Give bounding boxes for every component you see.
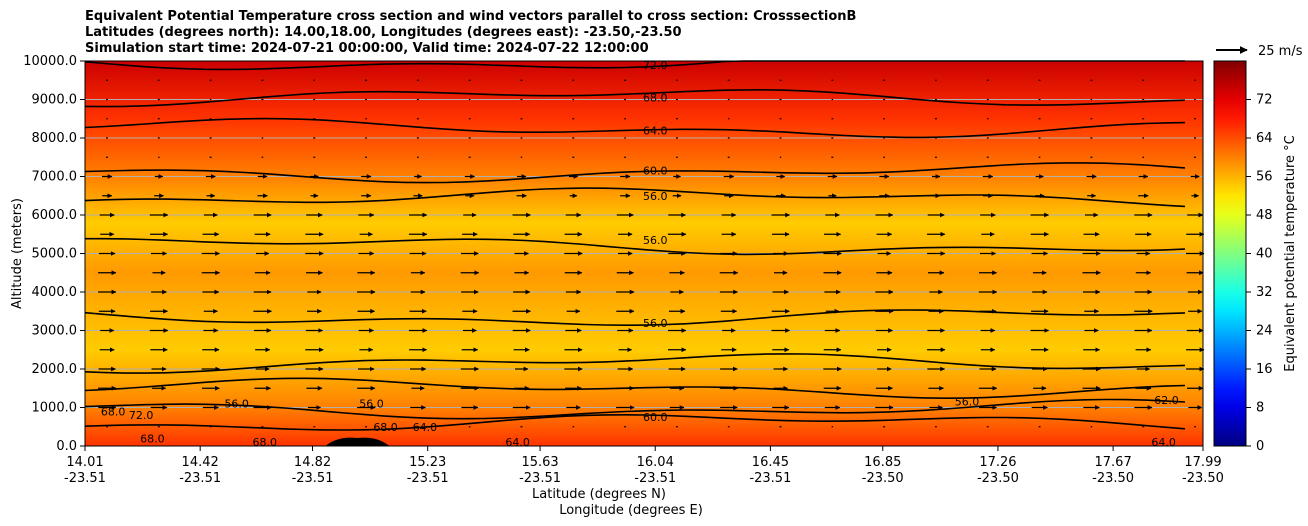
y-tick-label: 1000.0 xyxy=(32,401,78,416)
colorbar-tick-label: 32 xyxy=(1256,285,1273,300)
colorbar-label: Equivalent potential temperature °C xyxy=(1283,135,1298,371)
x-tick-label-lat: 14.82 xyxy=(294,455,331,470)
reference-vector: 25 m/s xyxy=(1216,44,1303,59)
y-tick-label: 8000.0 xyxy=(32,131,78,146)
colorbar-tick-label: 72 xyxy=(1256,93,1273,108)
contour-label: 62.0 xyxy=(1154,394,1179,407)
colorbar-tick-label: 0 xyxy=(1256,439,1264,454)
x-axis-label: Latitude (degrees N) xyxy=(532,487,666,502)
colorbar-tick-label: 64 xyxy=(1256,131,1273,146)
x-tick-label-lon: -23.51 xyxy=(634,471,676,486)
y-tick-label: 6000.0 xyxy=(32,208,78,223)
contour-label: 56.0 xyxy=(643,234,668,247)
x-tick-label-lon: -23.51 xyxy=(519,471,561,486)
contour-label: 68.0 xyxy=(253,436,278,449)
contour-label: 64.0 xyxy=(413,421,438,434)
contour-label: 72.0 xyxy=(129,409,154,422)
contour-label: 64.0 xyxy=(505,436,530,449)
colorbar-tick-label: 24 xyxy=(1256,324,1273,339)
contour-line xyxy=(84,117,1186,139)
contour-label: 68.0 xyxy=(101,405,126,418)
y-tick-label: 3000.0 xyxy=(32,324,78,339)
contour-label: 56.0 xyxy=(359,398,384,411)
y-tick-label: 4000.0 xyxy=(32,285,78,300)
colorbar-tick-label: 16 xyxy=(1256,362,1273,377)
contour-line xyxy=(84,162,1186,184)
x-tick-label-lat: 16.85 xyxy=(864,455,901,470)
colorbar-tick-label: 8 xyxy=(1256,401,1264,416)
contour-label: 68.0 xyxy=(140,432,165,445)
reference-vector-label: 25 m/s xyxy=(1258,44,1303,59)
x-tick-label-lon: -23.50 xyxy=(1092,471,1134,486)
contour-label: 56.0 xyxy=(224,398,249,411)
x-tick-label-lat: 16.45 xyxy=(752,455,789,470)
chart-title-line-1: Equivalent Potential Temperature cross s… xyxy=(85,9,857,24)
x-tick-label-lon: -23.51 xyxy=(407,471,449,486)
y-tick-label: 0.0 xyxy=(56,439,77,454)
y-tick-label: 10000.0 xyxy=(23,54,77,69)
y-tick-label: 2000.0 xyxy=(32,362,78,377)
contour-label: 60.0 xyxy=(643,165,668,178)
colorbar-ticks: 0 8 16 24 32 40 48 56 64 72 xyxy=(1246,93,1273,454)
x-tick-label-lon: -23.50 xyxy=(862,471,904,486)
wind-vectors xyxy=(98,79,1205,428)
y-axis: 0.0 1000.0 2000.0 3000.0 4000.0 5000.0 6000.0 7… xyxy=(23,54,85,454)
x-tick-label-lat: 17.99 xyxy=(1184,455,1221,470)
contour-line xyxy=(84,353,1186,374)
terrain-bump xyxy=(325,437,390,446)
y-tick-label: 5000.0 xyxy=(32,247,78,262)
contour-label: 68.0 xyxy=(373,421,398,434)
colorbar-gradient xyxy=(1213,60,1247,447)
x-tick-label-lat: 14.01 xyxy=(66,455,103,470)
contour-label: 56.0 xyxy=(643,317,668,330)
colorbar-tick-label: 48 xyxy=(1256,208,1273,223)
y-tick-label: 7000.0 xyxy=(32,170,78,185)
x-tick-label-lat: 17.26 xyxy=(979,455,1016,470)
colorbar: 0 8 16 24 32 40 48 56 64 72 Equivalent potential … xyxy=(1213,60,1298,454)
x-tick-label-lon: -23.51 xyxy=(179,471,221,486)
contour-label: 64.0 xyxy=(1151,436,1176,449)
x-axis-label-2: Longitude (degrees E) xyxy=(559,503,703,518)
y-tick-label: 9000.0 xyxy=(32,93,78,108)
contour-line xyxy=(84,413,1186,431)
plot-area: 72.068.064.060.056.056.056.060.068.0 72.0… xyxy=(84,59,1205,449)
contour-labels: 72.068.064.060.056.056.056.060.068.0 72.0… xyxy=(101,59,1179,449)
chart-title-line-2: Latitudes (degrees north): 14.00,18.00, … xyxy=(85,25,682,40)
contour-label: 56.0 xyxy=(955,396,980,409)
x-tick-label-lat: 14.42 xyxy=(182,455,219,470)
colorbar-tick-label: 56 xyxy=(1256,170,1273,185)
contour-label: 68.0 xyxy=(643,92,668,105)
x-tick-label-lat: 16.04 xyxy=(637,455,674,470)
x-tick-label-lon: -23.50 xyxy=(1182,471,1224,486)
x-tick-label-lon: -23.51 xyxy=(292,471,334,486)
x-tick-label-lon: -23.51 xyxy=(64,471,106,486)
contour-line xyxy=(84,88,1186,108)
x-tick-label-lat: 15.23 xyxy=(409,455,446,470)
contour-label: 64.0 xyxy=(643,124,668,137)
x-axis: 14.01-23.5114.42-23.5114.82-23.5115.23-2… xyxy=(64,446,1224,486)
contour-label: 72.0 xyxy=(643,59,668,72)
x-tick-label-lon: -23.51 xyxy=(749,471,791,486)
contour-line xyxy=(84,187,1186,208)
x-tick-label-lon: -23.50 xyxy=(977,471,1019,486)
contour-line xyxy=(84,377,1186,400)
x-tick-label-lat: 15.63 xyxy=(521,455,558,470)
contour-label: 60.0 xyxy=(643,411,668,424)
chart-title-line-3: Simulation start time: 2024-07-21 00:00:… xyxy=(85,41,649,56)
contour-label: 56.0 xyxy=(643,190,668,203)
colorbar-tick-label: 40 xyxy=(1256,247,1273,262)
contour-line xyxy=(84,309,1186,327)
contour-line xyxy=(85,237,1186,256)
y-axis-label: Altitude (meters) xyxy=(10,198,25,309)
x-tick-label-lat: 17.67 xyxy=(1095,455,1132,470)
